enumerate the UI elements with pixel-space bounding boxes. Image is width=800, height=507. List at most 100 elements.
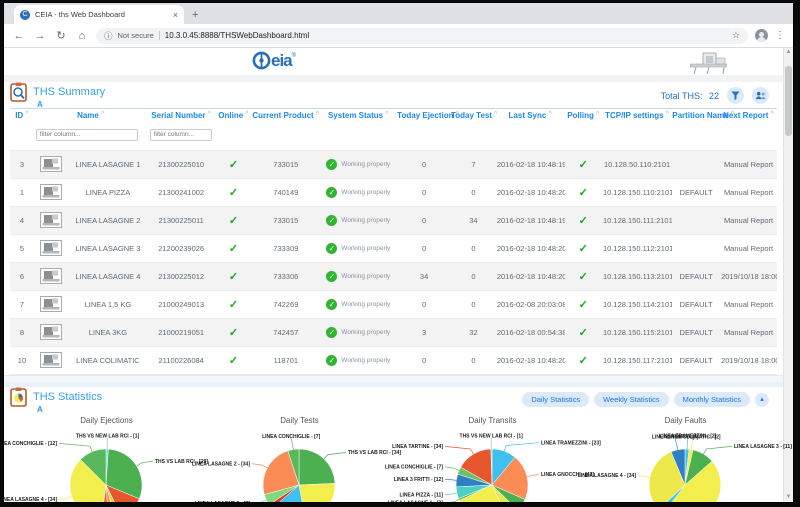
status-badge: ✓ Working properly <box>326 299 390 310</box>
scrollbar-thumb[interactable] <box>785 66 792 136</box>
scroll-up-icon[interactable]: ▲ <box>785 49 792 55</box>
home-icon[interactable]: ⌂ <box>78 29 86 42</box>
ths-summary-panel: THS Summary A Total THS: 22 <box>4 82 783 382</box>
address-bar[interactable]: ⓘ Not secure 10.3.0.45:8888/THSWebDashbo… <box>96 27 748 44</box>
summary-anchor[interactable]: A <box>37 99 43 109</box>
sort-caret-icon: ^ <box>25 111 29 117</box>
new-tab-button[interactable]: + <box>192 9 199 21</box>
weekly-statistics-button[interactable]: Weekly Statistics <box>594 392 669 407</box>
ceia-logo-text: eia <box>271 51 293 70</box>
status-badge: ✓ Working properly <box>326 243 390 254</box>
column-header-serial[interactable]: Serial Number ^ <box>147 108 215 121</box>
column-header-ejection[interactable]: Today Ejection ^ <box>397 108 459 121</box>
collapse-stats-button[interactable]: ▴ <box>755 392 769 407</box>
column-header-product[interactable]: Current Product ^ <box>252 108 320 121</box>
machine-thumbnail <box>40 211 63 228</box>
table-row[interactable]: 5 LINEA LASAGNE 3 21200239026 ✓ 733309 ✓ Worki… <box>10 234 777 263</box>
info-icon[interactable]: ⓘ <box>104 30 113 41</box>
table-row[interactable]: 6 LINEA LASAGNE 4 21300225012 ✓ 733306 ✓ Worki… <box>10 262 777 291</box>
pie-slice[interactable] <box>69 459 107 503</box>
machine-thumbnail <box>40 267 63 284</box>
column-header-last_sync[interactable]: Last Sync ^ <box>495 108 565 121</box>
check-icon: ✓ <box>228 159 239 171</box>
column-header-next_report[interactable]: Next Report ^ <box>720 108 777 121</box>
pie-slice[interactable] <box>491 484 518 502</box>
ths-machine-image <box>689 52 727 75</box>
pie-label: LINEA COLIMATIC - [2] <box>666 434 720 440</box>
table-row[interactable]: 8 LINEA 3KG 21000219051 ✓ 742457 ✓ Working pro… <box>10 318 777 347</box>
users-button[interactable] <box>752 86 769 104</box>
column-header-polling[interactable]: Polling ^ <box>564 108 602 121</box>
tab-title: CEIA - ths Web Dashboard <box>35 10 125 19</box>
column-header-status[interactable]: System Status ^ <box>319 108 398 121</box>
pie-slice[interactable] <box>298 483 336 502</box>
daily-statistics-button[interactable]: Daily Statistics <box>522 392 590 407</box>
pie-label: LINEA 3 FRITTI - [7] <box>652 435 699 441</box>
daily-transits-chart: Daily Transits LINEA TRAMEZZINI - [23] LIN… <box>385 413 601 502</box>
check-icon: ✓ <box>228 355 239 367</box>
reload-icon[interactable]: ↻ <box>56 30 66 42</box>
pie-slice[interactable] <box>105 484 115 502</box>
total-ths-value: 22 <box>708 91 719 101</box>
check-icon: ✓ <box>228 187 239 199</box>
table-row[interactable]: 4 LINEA LASAGNE 2 21300225011 ✓ 733015 ✓ Worki… <box>10 206 777 235</box>
status-badge: ✓ Working properly <box>326 355 390 366</box>
machine-thumbnail <box>40 295 63 312</box>
monthly-statistics-button[interactable]: Monthly Statistics <box>673 392 750 407</box>
name-filter-input[interactable] <box>35 128 139 141</box>
table-row[interactable]: 3 LINEA LASAGNE 1 21300225010 ✓ 733015 ✓ Worki… <box>10 150 777 179</box>
forward-icon[interactable]: → <box>34 29 46 42</box>
pie-slice[interactable] <box>105 484 122 502</box>
table-row[interactable]: 1 LINEA PIZZA 21300241002 ✓ 740149 ✓ Working p… <box>10 178 777 207</box>
pie-label: THS VS NEW LAB RCI - [1] <box>460 434 524 440</box>
pie-slice[interactable] <box>491 484 526 502</box>
browser-tab[interactable]: C CEIA - ths Web Dashboard × <box>14 5 184 24</box>
pie-slice[interactable] <box>80 448 107 486</box>
status-ok-icon: ✓ <box>326 271 338 282</box>
profile-avatar[interactable] <box>755 29 768 42</box>
column-header-test[interactable]: Today Test ^ <box>450 108 498 121</box>
status-badge: ✓ Working properly <box>326 327 390 338</box>
column-header-partition[interactable]: Partition Name ^ <box>672 108 734 121</box>
statistics-title: THS Statistics <box>33 390 103 403</box>
table-row[interactable]: 10 LINEA COLIMATIC 21100226084 ✓ 118701 ✓ Work… <box>10 346 777 375</box>
pie-slice[interactable] <box>262 450 300 495</box>
ths-statistics-panel: THS Statistics A Daily Statistics Weekly … <box>4 387 792 503</box>
browser-menu-icon[interactable]: ⋮ <box>775 30 785 41</box>
check-icon: ✓ <box>228 327 239 339</box>
column-header-name[interactable]: Name ^ <box>33 108 148 121</box>
table-row[interactable]: 7 LINEA 1,5 KG 21000249013 ✓ 742269 ✓ Working … <box>10 290 777 319</box>
pie-label: LINEA GNOCCHI - [43] <box>541 472 594 478</box>
scroll-down-icon[interactable]: ▼ <box>785 494 792 500</box>
pie-slice[interactable] <box>101 484 108 502</box>
pie-label: LINEA LASAGNE 4 - [34] <box>4 497 57 502</box>
filter-button[interactable] <box>727 86 744 104</box>
machine-thumbnail <box>40 323 63 340</box>
statistics-anchor[interactable]: A <box>37 404 43 414</box>
check-icon: ✓ <box>228 215 239 227</box>
check-icon: ✓ <box>578 327 588 339</box>
tab-close-icon[interactable]: × <box>172 9 178 20</box>
check-icon: ✓ <box>228 271 239 283</box>
column-header-id[interactable]: ID ^ <box>10 108 34 121</box>
url-separator <box>158 31 160 40</box>
column-header-online[interactable]: Online ^ <box>214 108 253 121</box>
table-horizontal-scrollbar[interactable] <box>4 375 783 382</box>
section-divider-band <box>4 382 783 387</box>
serial-filter-input[interactable] <box>149 128 212 141</box>
pie-slice[interactable] <box>670 448 686 486</box>
pie-slice[interactable] <box>298 448 336 486</box>
pie-slice[interactable] <box>272 484 306 502</box>
pie-slice[interactable] <box>105 484 140 502</box>
bookmark-star-icon[interactable]: ☆ <box>731 30 740 40</box>
pie-slice[interactable] <box>459 484 508 502</box>
machine-thumbnail <box>40 239 63 256</box>
page-scrollbar[interactable]: ▲ ▼ <box>783 48 793 502</box>
sort-caret-icon: ^ <box>595 111 600 117</box>
pie-slice[interactable] <box>663 460 722 502</box>
pie-slice[interactable] <box>648 451 686 502</box>
statistics-clipboard-icon <box>10 387 27 407</box>
back-icon[interactable]: ← <box>13 29 25 42</box>
column-header-tcpip[interactable]: TCP/IP settings ^ <box>601 108 673 121</box>
pie-slice[interactable] <box>287 448 300 486</box>
